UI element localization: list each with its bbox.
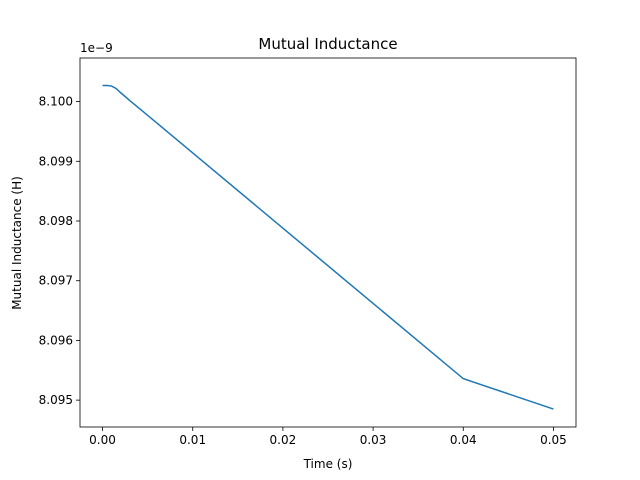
plot-area	[79, 57, 577, 428]
chart-title: Mutual Inductance	[258, 35, 397, 53]
x-tick-label: 0.01	[179, 433, 206, 447]
x-axis-label: Time (s)	[303, 457, 353, 471]
x-tick-label: 0.03	[360, 433, 387, 447]
y-tick-label: 8.099	[39, 154, 73, 168]
y-tick-label: 8.096	[39, 333, 73, 347]
x-tick-label: 0.02	[270, 433, 297, 447]
y-axis-ticks: 8.095 8.096 8.097 8.098 8.099 8.100	[39, 95, 80, 407]
y-tick-label: 8.098	[39, 214, 73, 228]
axes-frame	[79, 57, 577, 428]
y-axis-label: Mutual Inductance (H)	[10, 176, 24, 310]
x-tick-label: 0.05	[540, 433, 567, 447]
y-tick-label: 8.100	[39, 95, 73, 109]
x-tick-label: 0.04	[450, 433, 477, 447]
x-tick-label: 0.00	[89, 433, 116, 447]
x-axis-ticks: 0.00 0.01 0.02 0.03 0.04 0.05	[89, 427, 567, 447]
series-line-0	[102, 84, 554, 410]
y-tick-label: 8.097	[39, 274, 73, 288]
y-offset-label: 1e−9	[80, 41, 113, 55]
y-tick-label: 8.095	[39, 393, 73, 407]
